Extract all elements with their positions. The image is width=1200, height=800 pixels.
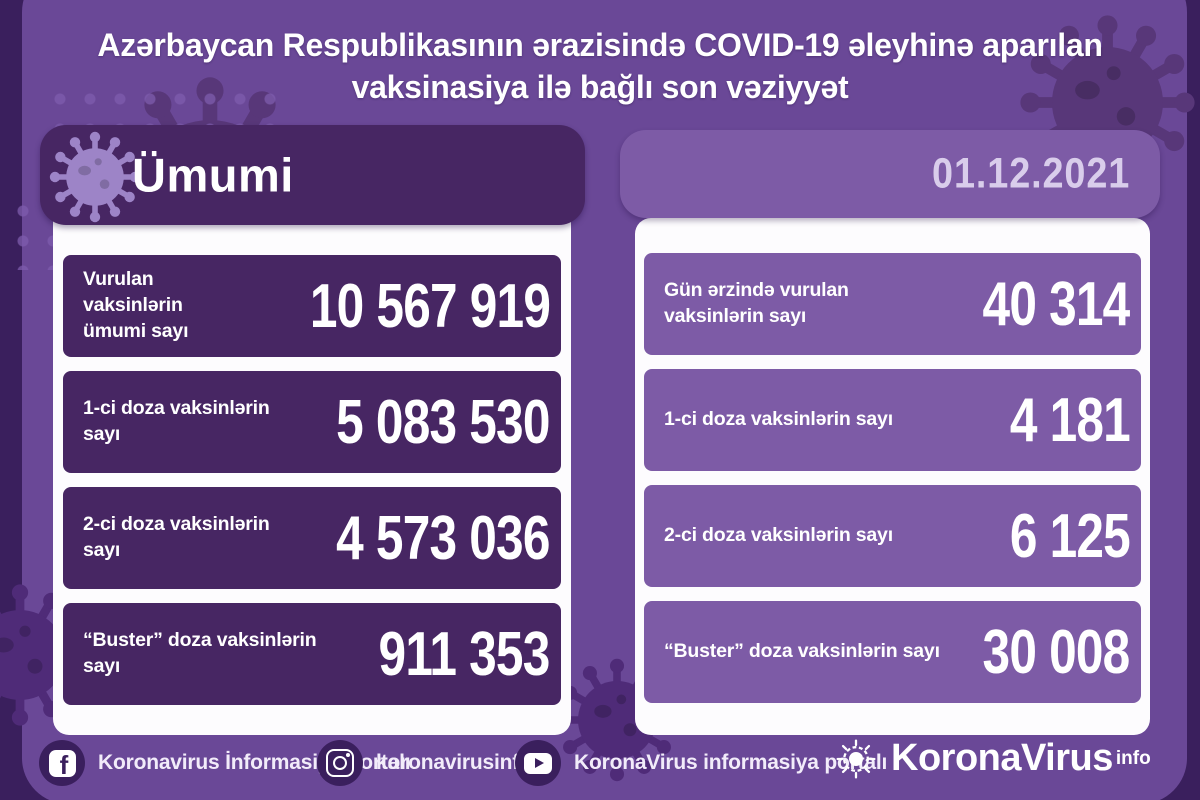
- stat-row-second-dose: 2-ci doza vaksinlərin sayı 4 573 036: [63, 487, 561, 589]
- youtube-label[interactable]: KoronaVirus informasiya portalı: [574, 751, 888, 774]
- stat-label-line: vaksinlərin sayı: [83, 629, 317, 677]
- stat-label-line: vaksinlərin sayı: [797, 640, 940, 663]
- total-stats-panel: Vurulan vaksinlərin ümumi sayı 10 567 91…: [53, 200, 571, 735]
- date-header: 01.12.2021: [620, 130, 1160, 218]
- stat-value: 6 125: [1009, 501, 1131, 571]
- daily-stats-panel: Gün ərzində vurulan vaksinlərin sayı 40 …: [635, 218, 1150, 735]
- virus-header-icon: [47, 129, 143, 225]
- stat-label: “Buster” doza vaksinlərin sayı: [644, 639, 940, 665]
- stat-label-line: 1-ci doza: [664, 408, 746, 431]
- logo-wordmark: KoronaVirus: [891, 737, 1113, 779]
- stat-row-daily-booster-dose: “Buster” doza vaksinlərin sayı 30 008: [644, 601, 1141, 703]
- stat-row-daily-first-dose: 1-ci doza vaksinlərin sayı 4 181: [644, 369, 1141, 471]
- stat-label-line: vaksinlərin sayı: [83, 513, 270, 561]
- stat-label-line: “Buster” doza: [664, 640, 793, 663]
- stat-label-line: vaksinlərin sayı: [664, 305, 807, 327]
- stat-label: Vurulan vaksinlərin ümumi sayı: [63, 267, 247, 344]
- total-header-label: Ümumi: [132, 148, 294, 202]
- stat-row-booster-dose: “Buster” doza vaksinlərin sayı 911 353: [63, 603, 561, 705]
- youtube-icon[interactable]: [515, 740, 561, 786]
- stat-label-line: vaksinlərin sayı: [750, 524, 893, 547]
- stat-label-line: vaksinlərin sayı: [750, 408, 893, 431]
- virus-logo-icon: [835, 738, 877, 780]
- stat-label-line: Gün ərzində vurulan: [664, 279, 849, 302]
- footer: f Koronavirus İnformasiya Portalı korona…: [0, 733, 1200, 800]
- stat-label: Gün ərzində vurulan vaksinlərin sayı: [644, 278, 943, 329]
- stat-value: 4 573 036: [336, 503, 550, 573]
- stat-value: 4 181: [1009, 385, 1131, 455]
- logo-text: KoronaVirus info: [891, 737, 1151, 780]
- stat-label-line: 2-ci doza: [664, 524, 746, 547]
- stat-label-line: 2-ci doza: [83, 513, 165, 536]
- stat-label-line: Vurulan vaksinlərin: [83, 268, 183, 317]
- stat-label: 1-ci doza vaksinlərin sayı: [63, 396, 280, 447]
- stat-value: 10 567 919: [309, 271, 551, 341]
- facebook-icon[interactable]: f: [39, 740, 85, 786]
- stat-label: 2-ci doza vaksinlərin sayı: [63, 512, 280, 563]
- page-title: Azərbaycan Respublikasının ərazisində CO…: [0, 24, 1200, 108]
- stat-label: 2-ci doza vaksinlərin sayı: [644, 523, 893, 549]
- stat-label-line: 1-ci doza: [83, 397, 165, 420]
- instagram-link[interactable]: koronavirusinfoaz: [317, 733, 554, 793]
- stat-row-daily-total: Gün ərzində vurulan vaksinlərin sayı 40 …: [644, 253, 1141, 355]
- stat-value: 5 083 530: [336, 387, 550, 457]
- stat-label: “Buster” doza vaksinlərin sayı: [63, 628, 333, 679]
- stat-row-total-vaccines: Vurulan vaksinlərin ümumi sayı 10 567 91…: [63, 255, 561, 357]
- stat-row-daily-second-dose: 2-ci doza vaksinlərin sayı 6 125: [644, 485, 1141, 587]
- dot-texture: [45, 84, 280, 130]
- stat-row-first-dose: 1-ci doza vaksinlərin sayı 5 083 530: [63, 371, 561, 473]
- stat-value: 40 314: [982, 269, 1131, 339]
- instagram-icon[interactable]: [317, 740, 363, 786]
- instagram-label[interactable]: koronavirusinfoaz: [376, 751, 554, 774]
- date-label: 01.12.2021: [931, 149, 1130, 198]
- logo-superscript: info: [1115, 747, 1151, 769]
- stat-label-line: “Buster” doza: [83, 629, 212, 652]
- total-header: Ümumi: [40, 125, 585, 225]
- title-line-1: Azərbaycan Respublikasının ərazisində CO…: [97, 27, 1103, 63]
- koronavirus-info-logo: KoronaVirus info: [835, 737, 1151, 780]
- stat-label-line: ümumi sayı: [83, 319, 189, 342]
- title-line-2: vaksinasiya ilə bağlı son vəziyyət: [351, 69, 849, 106]
- stat-value: 911 353: [378, 619, 551, 689]
- youtube-link[interactable]: KoronaVirus informasiya portalı: [515, 733, 887, 793]
- stat-label-line: vaksinlərin sayı: [83, 397, 270, 445]
- stat-label: 1-ci doza vaksinlərin sayı: [644, 407, 893, 433]
- stat-value: 30 008: [982, 617, 1131, 687]
